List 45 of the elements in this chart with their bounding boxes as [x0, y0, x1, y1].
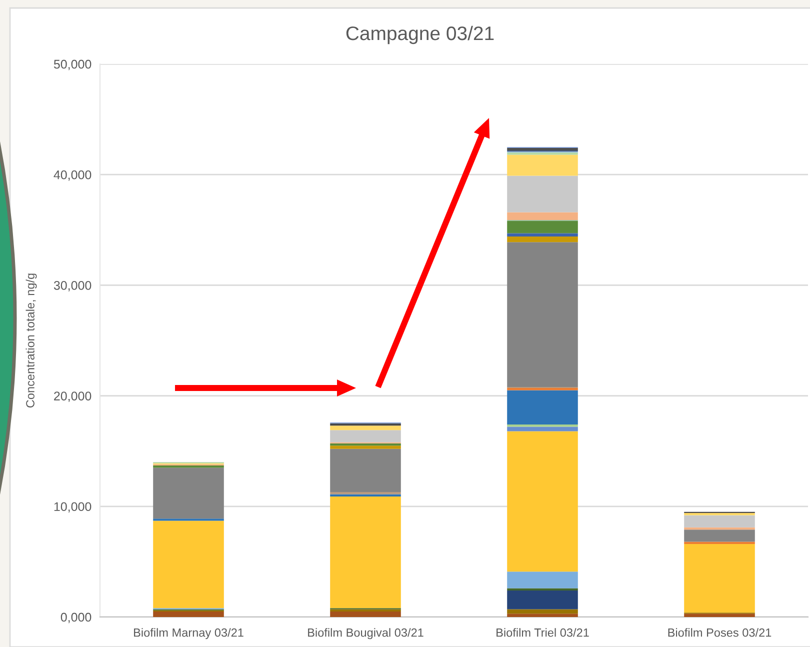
bar	[330, 430, 401, 442]
bar	[330, 426, 401, 430]
bar	[507, 572, 578, 588]
bar	[507, 221, 578, 234]
bar	[684, 614, 755, 617]
bar	[507, 242, 578, 387]
bar	[153, 465, 224, 468]
bar	[507, 154, 578, 176]
bar	[330, 423, 401, 426]
bar	[684, 544, 755, 613]
x-tick-label: Biofilm Bougival 03/21	[308, 628, 424, 640]
bar	[507, 236, 578, 242]
x-tick-label: Biofilm Triel 03/21	[496, 628, 589, 637]
bar	[684, 527, 755, 530]
bar	[507, 233, 578, 237]
y-tick-label: 30,000	[54, 281, 92, 292]
bar	[153, 611, 224, 617]
chart-title: Campagne 03/21	[346, 26, 494, 44]
bar	[507, 590, 578, 610]
y-tick-label: 0,000	[60, 612, 92, 624]
y-tick-label: 20,000	[54, 392, 92, 402]
bar	[507, 614, 578, 617]
bar	[153, 468, 224, 519]
bar	[684, 515, 755, 528]
bar	[330, 611, 401, 617]
bar	[153, 520, 224, 608]
x-tick-label: Biofilm Marnay 03/21	[134, 628, 244, 640]
x-tick-label: Biofilm Poses 03/21	[668, 628, 772, 637]
bar	[507, 426, 578, 432]
bar	[330, 496, 401, 608]
y-axis-title: Concentration totale, ng/g	[26, 274, 37, 408]
bar	[330, 446, 401, 449]
bar	[330, 443, 401, 446]
y-tick-label: 10,000	[54, 502, 92, 513]
y-tick-label: 50,000	[54, 60, 92, 70]
bar	[507, 176, 578, 212]
bar	[507, 390, 578, 425]
bar	[507, 212, 578, 220]
bar	[507, 431, 578, 572]
bar	[330, 448, 401, 492]
bar	[507, 152, 578, 155]
y-tick-label: 40,000	[54, 170, 92, 181]
bar	[684, 530, 755, 542]
bar	[684, 542, 755, 544]
bar	[507, 609, 578, 614]
